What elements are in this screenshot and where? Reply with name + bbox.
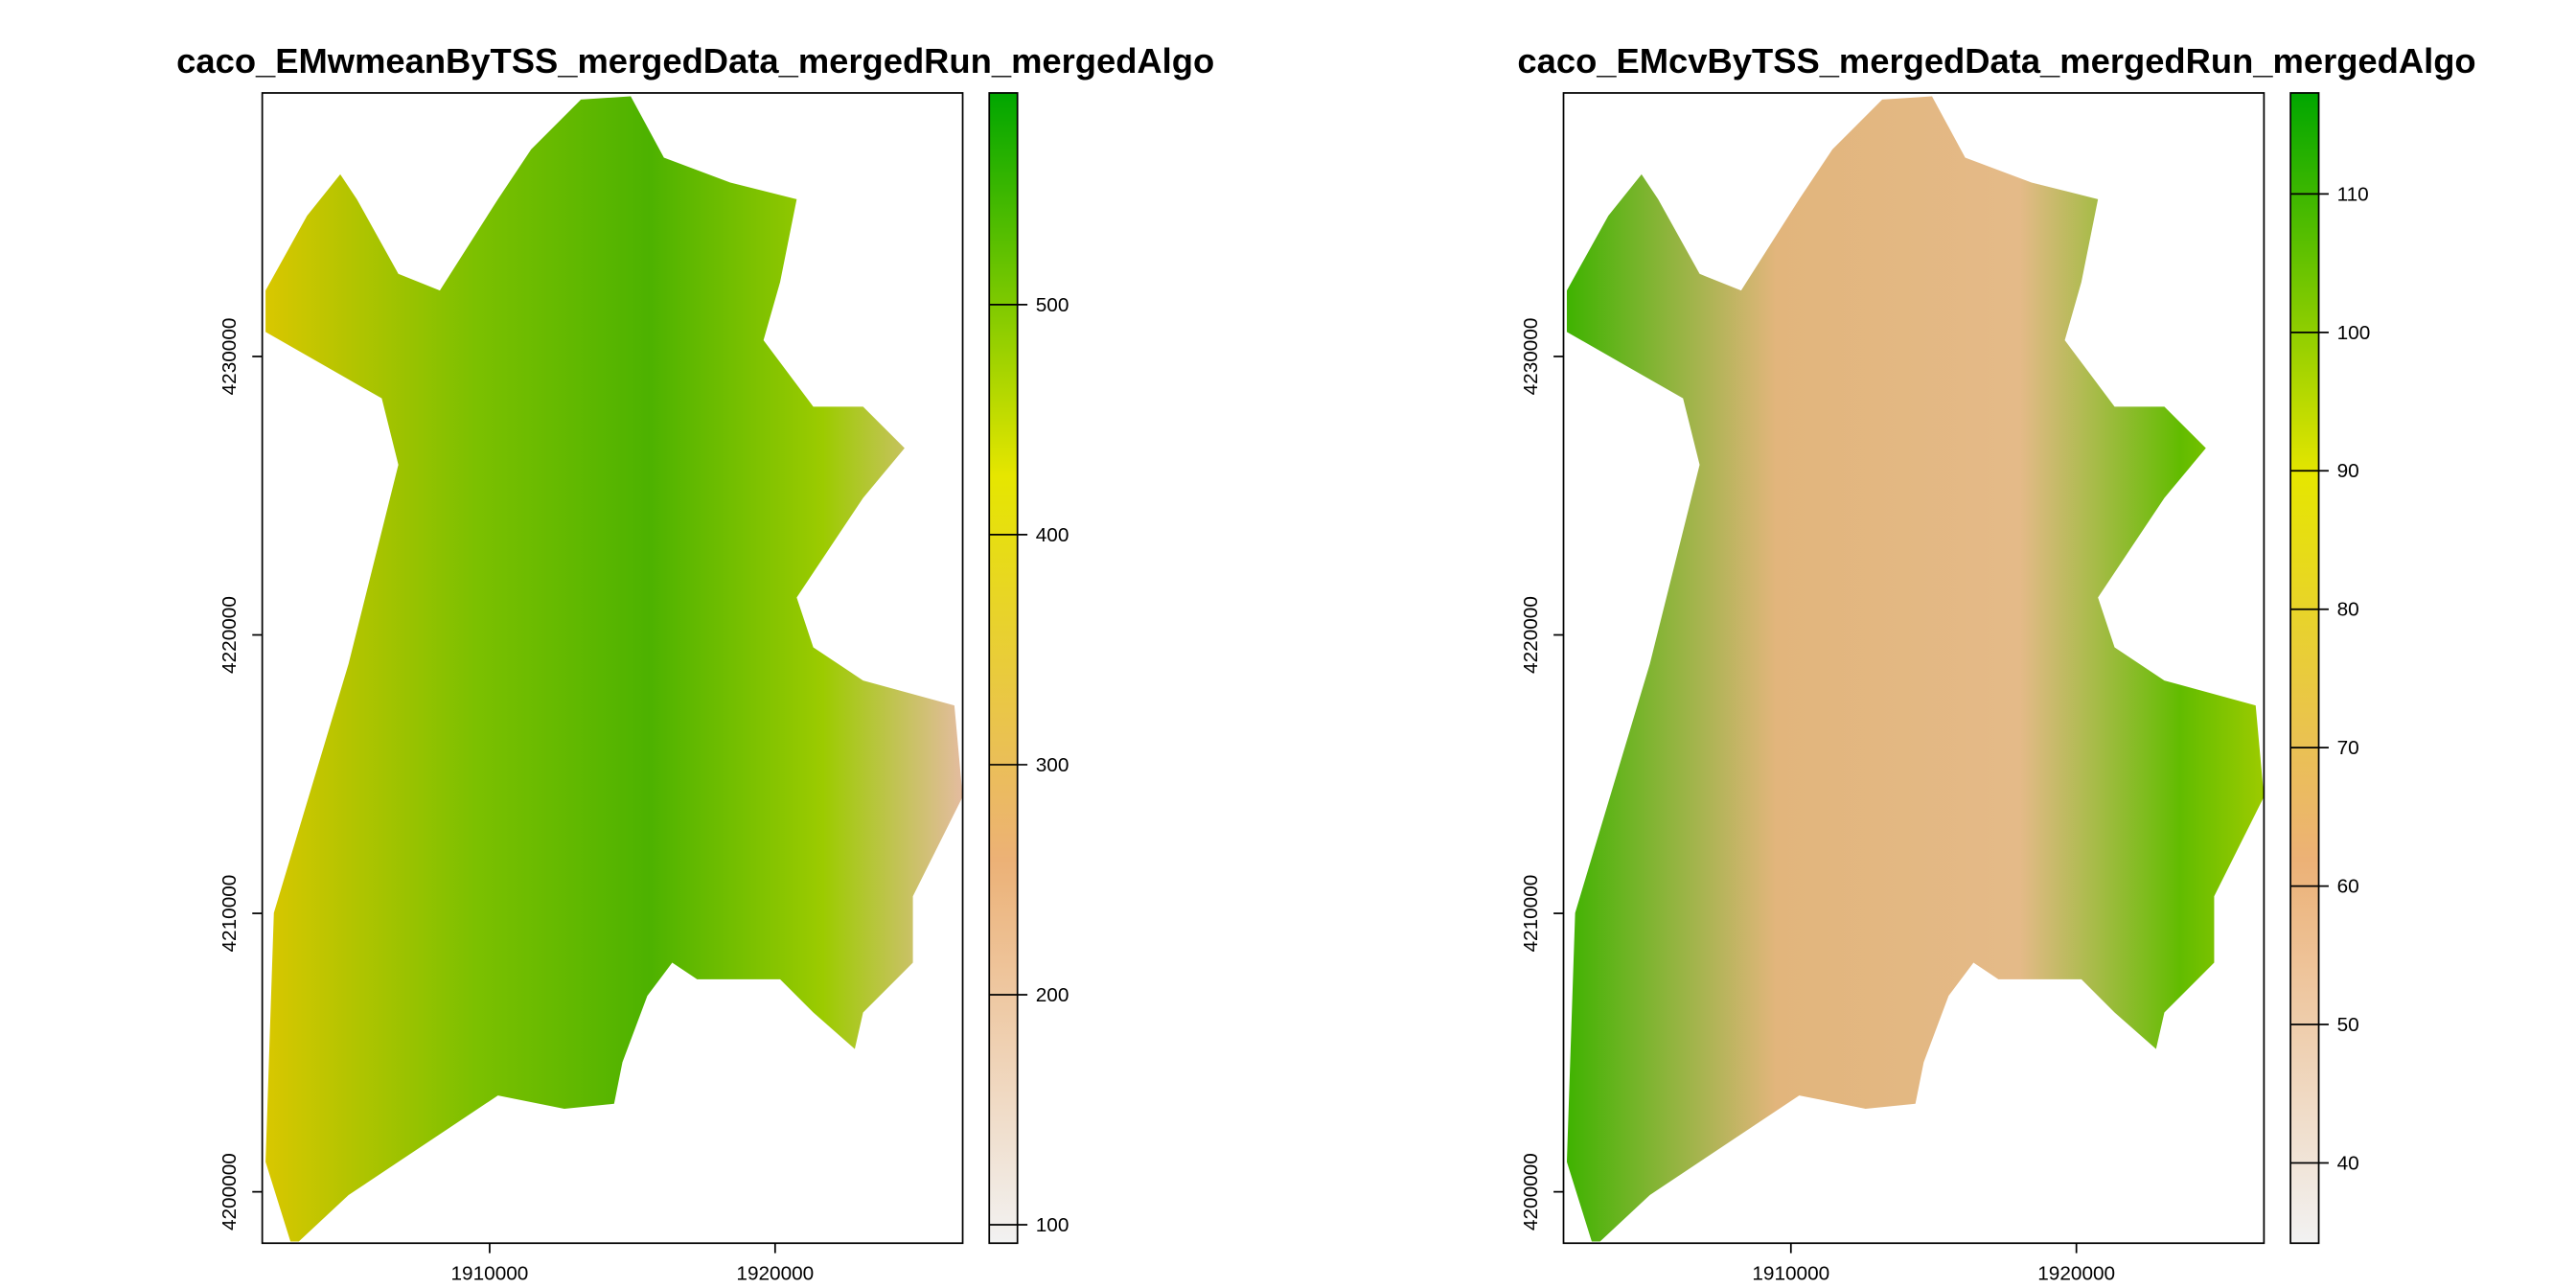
y-tick-label: 4210000 <box>218 875 241 953</box>
colorbar <box>2289 92 2320 1245</box>
colorbar-tick-label: 110 <box>2337 183 2369 205</box>
y-tick-label: 4210000 <box>1520 875 1542 953</box>
x-tick-label: 1910000 <box>1752 1262 1829 1284</box>
colorbar-tick-label: 100 <box>2337 322 2371 344</box>
colorbar-tick-label: 200 <box>1036 984 1070 1006</box>
x-tick-label: 1920000 <box>2037 1262 2115 1284</box>
y-tick-label: 4200000 <box>218 1153 241 1230</box>
plot-frame <box>261 92 964 1245</box>
y-tick-label: 4220000 <box>1520 596 1542 674</box>
x-tick-label: 1910000 <box>451 1262 529 1284</box>
panel-title: caco_EMcvByTSS_mergedData_mergedRun_merg… <box>1517 41 2475 80</box>
colorbar-tick-label: 80 <box>2337 599 2359 621</box>
y-tick-label: 4230000 <box>218 318 241 396</box>
colorbar-tick-label: 500 <box>1036 294 1070 316</box>
raster-map <box>1566 96 2265 1242</box>
y-tick-label: 4220000 <box>218 596 241 674</box>
raster-map <box>265 96 963 1242</box>
y-tick-label: 4230000 <box>1520 318 1542 396</box>
y-tick-label: 4200000 <box>1520 1153 1542 1230</box>
colorbar-tick-label: 400 <box>1036 524 1070 546</box>
colorbar-tick-label: 40 <box>2337 1152 2359 1174</box>
colorbar-tick-label: 70 <box>2337 737 2359 759</box>
colorbar-tick-label: 60 <box>2337 876 2359 898</box>
colorbar <box>988 92 1019 1245</box>
colorbar-tick-label: 50 <box>2337 1014 2359 1036</box>
colorbar-tick-label: 100 <box>1036 1214 1070 1236</box>
x-tick-label: 1920000 <box>736 1262 814 1284</box>
plot-frame <box>1562 92 2266 1245</box>
colorbar-tick-label: 90 <box>2337 460 2359 482</box>
colorbar-tick-label: 300 <box>1036 754 1070 776</box>
panel-title: caco_EMwmeanByTSS_mergedData_mergedRun_m… <box>176 41 1214 80</box>
